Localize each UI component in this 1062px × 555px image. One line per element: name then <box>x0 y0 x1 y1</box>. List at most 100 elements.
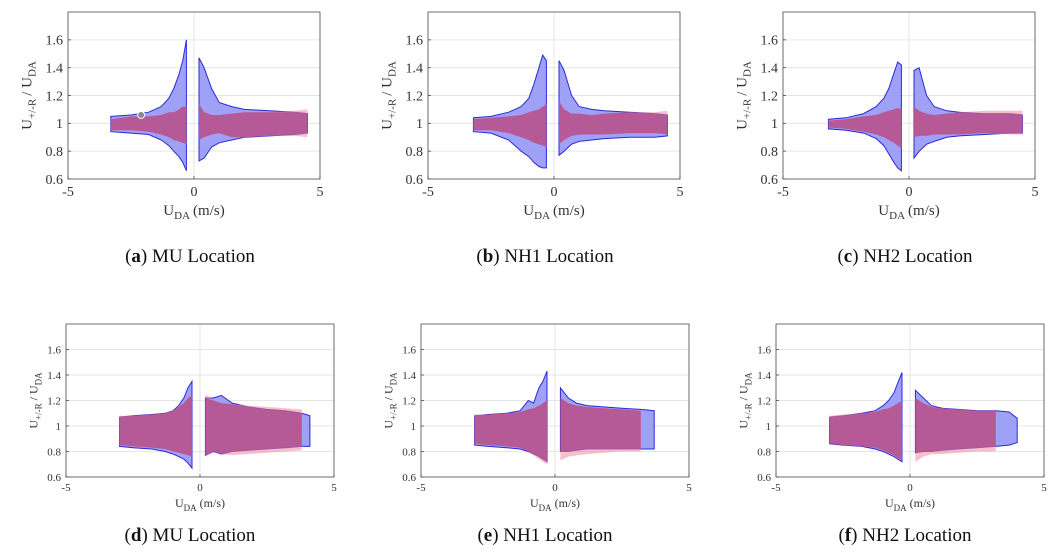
caption-e: (e) NH1 Location <box>477 525 613 546</box>
area-overlap-neg <box>829 400 902 461</box>
x-tick-label: 0 <box>551 185 558 200</box>
area-blue-pos <box>558 60 668 157</box>
y-tick-label: 1 <box>411 421 417 433</box>
x-tick-label: 0 <box>552 482 558 494</box>
panel-d: 0.6 0.8 1 1.2 1.4 1.6 -5 0 5 UDA (m/s) U+/-R/ UDA <box>0 316 345 513</box>
y-tick-label: 1 <box>416 117 423 132</box>
caption-a: (a) MU Location <box>125 246 255 267</box>
y-tick-label: 0.8 <box>46 145 64 160</box>
y-tick-label: 1.4 <box>46 62 64 77</box>
y-tick-label: 1.6 <box>761 34 779 49</box>
y-axis-label: U+/-R/ UDA <box>735 61 754 130</box>
area-overlap-neg <box>828 108 902 149</box>
x-tick-label: -5 <box>777 185 789 200</box>
x-axis-label: UDA (m/s) <box>523 203 584 222</box>
data-marker <box>137 110 146 119</box>
y-tick-label: 1.6 <box>46 34 64 49</box>
area-blue-neg <box>110 39 187 171</box>
y-tick-label: 0.8 <box>757 446 771 458</box>
x-axis-label: UDA (m/s) <box>878 203 939 222</box>
y-tick-label: 0.6 <box>46 173 64 188</box>
chart-e: 0.6 0.8 1 1.2 1.4 1.6 -5 0 5 UDA (m/s) U+/-R/ UDA <box>381 323 692 513</box>
y-tick-label: 1.4 <box>402 370 416 382</box>
y-tick-label: 1.4 <box>406 62 424 77</box>
x-tick-label: 0 <box>906 185 913 200</box>
area-overlap-pos <box>205 398 302 456</box>
x-axis-label: UDA (m/s) <box>163 203 224 222</box>
panel-f: 0.6 0.8 1 1.2 1.4 1.6 -5 0 5 UDA (m/s) U+/-R/ UDA <box>710 316 1055 513</box>
x-tick-label: -5 <box>422 185 434 200</box>
area-blue-pos <box>198 57 308 162</box>
y-tick-label: 0.6 <box>406 173 424 188</box>
chart-b: 0.6 0.8 1 1.2 1.4 1.6 -5 0 5 UDA (m/s) U+/-R/ UDA <box>380 11 684 222</box>
panel-e: 0.6 0.8 1 1.2 1.4 1.6 -5 0 5 UDA (m/s) U+/-R/ UDA <box>355 316 700 513</box>
area-overlap-neg <box>473 103 547 147</box>
y-axis-label: U+/-R/ UDA <box>736 372 753 429</box>
y-tick-label: 1.2 <box>757 395 771 407</box>
caption-b: (b) NH1 Location <box>476 246 614 267</box>
y-tick-label: 0.6 <box>47 472 61 484</box>
y-axis-label: U+/-R/ UDA <box>381 372 398 429</box>
area-overlap-pos <box>915 398 996 453</box>
caption-f: (f) NH2 Location <box>838 525 972 546</box>
area-overlap-neg <box>474 400 547 462</box>
x-tick-label: 0 <box>907 482 913 494</box>
area-overlap-neg <box>119 395 192 457</box>
y-tick-label: 1 <box>766 421 772 433</box>
y-tick-label: 0.8 <box>761 145 779 160</box>
y-axis-label: U+/-R/ UDA <box>26 372 43 429</box>
y-tick-label: 1.2 <box>402 395 416 407</box>
chart-a: 0.6 0.8 1 1.2 1.4 1.6 -5 0 5 UDA (m/s) U+/-R/ UDA <box>20 11 324 222</box>
area-overlap-neg <box>110 106 187 145</box>
x-axis-label: UDA (m/s) <box>885 496 935 513</box>
area-overlap-pos <box>199 103 308 140</box>
y-tick-label: 0.8 <box>47 446 61 458</box>
y-tick-label: 1.2 <box>46 89 64 104</box>
x-tick-label: 5 <box>1041 482 1047 494</box>
panel-b: 0.6 0.8 1 1.2 1.4 1.6 -5 0 5 UDA (m/s) U+/-R/ UDA <box>360 0 700 230</box>
chart-d: 0.6 0.8 1 1.2 1.4 1.6 -5 0 5 UDA (m/s) U+/-R/ UDA <box>26 323 337 513</box>
y-tick-label: 0.6 <box>761 173 779 188</box>
y-tick-label: 1.4 <box>761 62 779 77</box>
x-tick-label: -5 <box>62 185 74 200</box>
y-tick-label: 1.2 <box>761 89 779 104</box>
chart-c: 0.6 0.8 1 1.2 1.4 1.6 -5 0 5 UDA (m/s) U+/-R/ UDA <box>735 11 1039 222</box>
y-axis-label: U+/-R/ UDA <box>20 61 39 130</box>
y-tick-label: 1.6 <box>402 344 416 356</box>
x-tick-label: -5 <box>61 482 71 494</box>
area-overlap-pos <box>560 398 641 452</box>
y-tick-label: 1 <box>771 117 778 132</box>
y-tick-label: 1.2 <box>406 89 424 104</box>
x-tick-label: 5 <box>317 185 324 200</box>
x-tick-label: 5 <box>677 185 684 200</box>
x-axis-label: UDA (m/s) <box>175 496 225 513</box>
x-axis-label: UDA (m/s) <box>530 496 580 513</box>
x-tick-label: 0 <box>191 185 198 200</box>
x-tick-label: 0 <box>197 482 203 494</box>
y-tick-label: 0.8 <box>402 446 416 458</box>
y-tick-label: 0.6 <box>757 472 771 484</box>
y-tick-label: 0.8 <box>406 145 424 160</box>
x-tick-label: -5 <box>416 482 426 494</box>
y-axis-label: U+/-R/ UDA <box>380 61 399 130</box>
x-tick-label: -5 <box>771 482 781 494</box>
area-overlap-pos <box>559 101 668 145</box>
y-tick-label: 1 <box>56 421 62 433</box>
area-overlap-pos <box>914 106 1023 138</box>
panel-a: 0.6 0.8 1 1.2 1.4 1.6 -5 0 5 UDA (m/s) U+/-R/ UDA <box>0 0 340 230</box>
panel-c: 0.6 0.8 1 1.2 1.4 1.6 -5 0 5 UDA (m/s) U+/-R/ UDA <box>715 0 1055 230</box>
y-tick-label: 1 <box>56 117 63 132</box>
chart-f: 0.6 0.8 1 1.2 1.4 1.6 -5 0 5 UDA (m/s) U+/-R/ UDA <box>736 323 1047 513</box>
x-tick-label: 5 <box>1032 185 1039 200</box>
y-tick-label: 1.4 <box>47 370 61 382</box>
x-tick-label: 5 <box>686 482 692 494</box>
x-tick-label: 5 <box>331 482 337 494</box>
caption-c: (c) NH2 Location <box>837 246 973 267</box>
y-tick-label: 1.6 <box>406 34 424 49</box>
y-tick-label: 1.2 <box>47 395 61 407</box>
y-tick-label: 1.6 <box>757 344 771 356</box>
y-tick-label: 1.4 <box>757 370 771 382</box>
caption-d: (d) MU Location <box>124 525 256 546</box>
y-tick-label: 1.6 <box>47 344 61 356</box>
